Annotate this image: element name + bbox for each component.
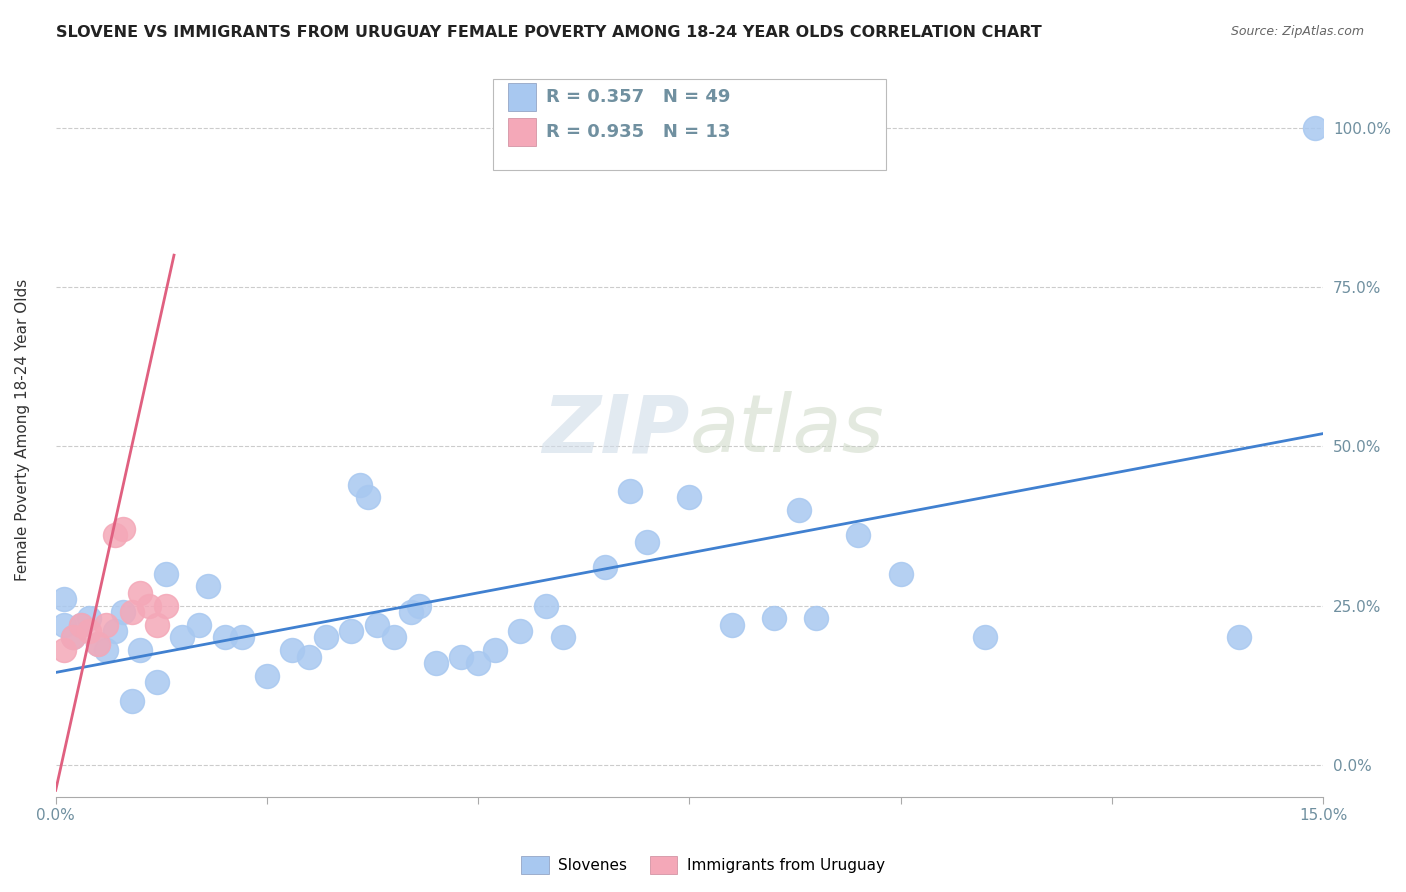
Y-axis label: Female Poverty Among 18-24 Year Olds: Female Poverty Among 18-24 Year Olds	[15, 279, 30, 582]
Point	[62, 631, 84, 645]
Point	[87, 637, 110, 651]
Point	[349, 477, 371, 491]
Point	[789, 503, 811, 517]
Point	[172, 631, 194, 645]
FancyBboxPatch shape	[508, 83, 536, 111]
Point	[408, 599, 430, 613]
FancyBboxPatch shape	[494, 78, 886, 170]
Point	[104, 528, 127, 542]
Point	[848, 528, 870, 542]
Point	[382, 631, 405, 645]
Point	[121, 605, 143, 619]
Point	[53, 592, 76, 607]
Point	[188, 617, 211, 632]
Point	[155, 599, 177, 613]
Point	[720, 617, 742, 632]
FancyBboxPatch shape	[508, 119, 536, 146]
Point	[214, 631, 236, 645]
Point	[231, 631, 253, 645]
Point	[890, 566, 912, 581]
Point	[806, 611, 828, 625]
Point	[678, 490, 700, 504]
Point	[425, 656, 447, 670]
Point	[619, 483, 641, 498]
Point	[1303, 120, 1326, 135]
Point	[315, 631, 337, 645]
Point	[129, 643, 152, 657]
Legend: Slovenes, Immigrants from Uruguay: Slovenes, Immigrants from Uruguay	[515, 850, 891, 880]
Point	[129, 586, 152, 600]
Point	[112, 605, 135, 619]
Text: ZIP: ZIP	[543, 392, 689, 469]
Point	[450, 649, 472, 664]
Point	[534, 599, 557, 613]
Text: SLOVENE VS IMMIGRANTS FROM URUGUAY FEMALE POVERTY AMONG 18-24 YEAR OLDS CORRELAT: SLOVENE VS IMMIGRANTS FROM URUGUAY FEMAL…	[56, 25, 1042, 40]
Point	[62, 631, 84, 645]
Point	[53, 617, 76, 632]
Point	[155, 566, 177, 581]
Point	[399, 605, 422, 619]
Point	[551, 631, 574, 645]
Point	[79, 611, 101, 625]
Point	[762, 611, 785, 625]
Point	[197, 579, 219, 593]
Point	[281, 643, 304, 657]
Point	[484, 643, 506, 657]
Point	[636, 534, 658, 549]
Text: R = 0.935   N = 13: R = 0.935 N = 13	[547, 123, 731, 141]
Point	[340, 624, 363, 638]
Point	[87, 637, 110, 651]
Point	[104, 624, 127, 638]
Point	[112, 522, 135, 536]
Point	[96, 617, 118, 632]
Point	[593, 560, 616, 574]
Point	[146, 675, 169, 690]
Point	[974, 631, 997, 645]
Point	[96, 643, 118, 657]
Point	[467, 656, 489, 670]
Point	[1227, 631, 1250, 645]
Point	[70, 617, 93, 632]
Point	[357, 490, 380, 504]
Text: Source: ZipAtlas.com: Source: ZipAtlas.com	[1230, 25, 1364, 38]
Point	[138, 599, 160, 613]
Point	[366, 617, 388, 632]
Point	[79, 624, 101, 638]
Text: R = 0.357   N = 49: R = 0.357 N = 49	[547, 88, 731, 106]
Point	[121, 694, 143, 708]
Point	[509, 624, 531, 638]
Point	[70, 617, 93, 632]
Point	[256, 668, 278, 682]
Text: atlas: atlas	[689, 392, 884, 469]
Point	[298, 649, 321, 664]
Point	[146, 617, 169, 632]
Point	[53, 643, 76, 657]
